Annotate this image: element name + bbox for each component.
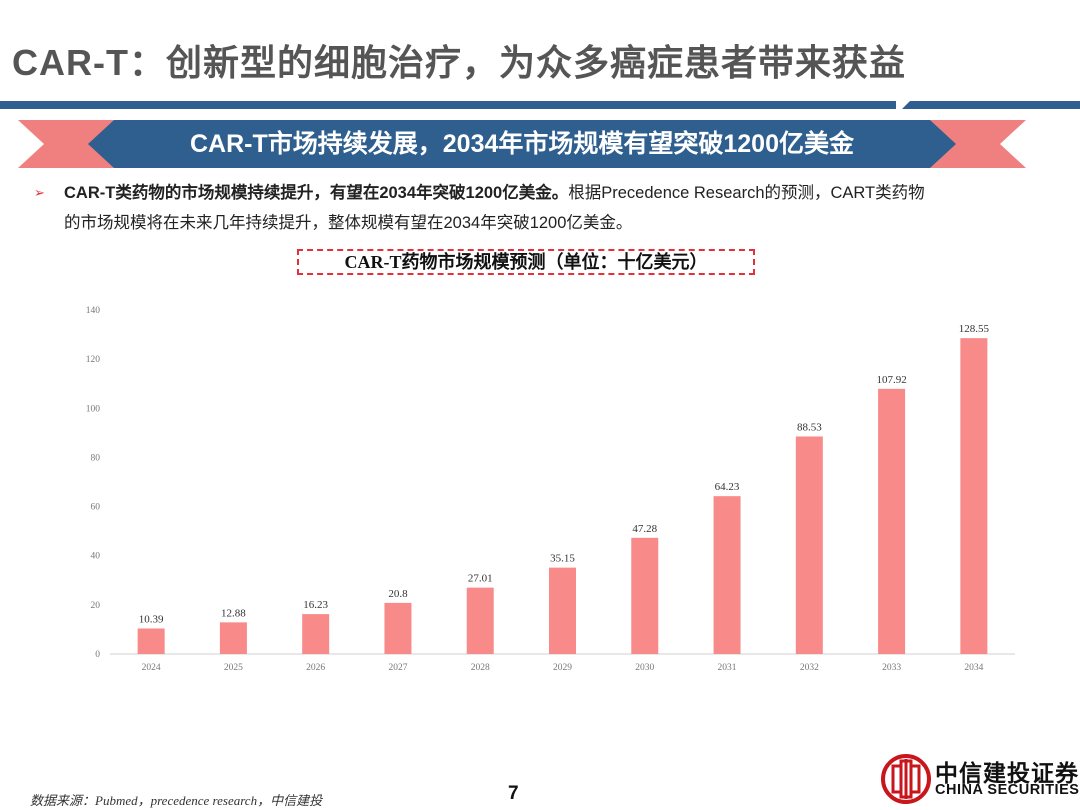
y-tick-label: 40 xyxy=(91,552,101,562)
data-label: 35.15 xyxy=(550,553,575,565)
data-label: 12.88 xyxy=(221,607,246,619)
bar xyxy=(466,587,494,654)
y-tick-label: 80 xyxy=(91,453,101,463)
data-label: 64.23 xyxy=(715,481,740,493)
data-label: 10.39 xyxy=(139,613,164,625)
citic-emblem-icon xyxy=(881,754,931,804)
bar xyxy=(795,436,823,654)
bar xyxy=(219,622,247,654)
banner-shape xyxy=(18,120,1026,168)
bullet-bold-text: CAR-T类药物的市场规模持续提升，有望在2034年突破1200亿美金。 xyxy=(64,184,569,202)
bullet-line-1: CAR-T类药物的市场规模持续提升，有望在2034年突破1200亿美金。根据Pr… xyxy=(64,178,925,208)
data-label: 47.28 xyxy=(632,523,657,535)
bullet-arrow-icon: ➢ xyxy=(34,185,45,200)
header-rule xyxy=(0,101,896,109)
page-number: 7 xyxy=(508,783,519,804)
bar-chart: 0 20 40 60 80 100 120 140 10.39 2024 12.88 2025 16.2… xyxy=(86,306,1015,673)
x-tick-label: 2024 xyxy=(142,663,161,673)
company-logo: 中信建投证券 CHINA SECURITIES xyxy=(880,750,1080,808)
banner-left-tip xyxy=(18,120,118,168)
data-label: 88.53 xyxy=(797,421,822,433)
bar xyxy=(631,537,659,654)
x-tick-label: 2031 xyxy=(718,663,737,673)
bar xyxy=(549,567,576,654)
data-label: 20.8 xyxy=(388,588,408,600)
logo-english: CHINA SECURITIES xyxy=(935,782,1080,798)
bar xyxy=(960,338,988,654)
x-tick-label: 2033 xyxy=(882,663,901,673)
chart-title: CAR-T药物市场规模预测（单位：十亿美元） xyxy=(297,249,755,275)
y-tick-label: 0 xyxy=(95,650,100,660)
bullet-normal-text: 根据Precedence Research的预测，CART类药物 xyxy=(568,184,925,202)
section-banner: CAR-T市场持续发展，2034年市场规模有望突破1200亿美金 xyxy=(18,120,1026,168)
x-tick-label: 2032 xyxy=(800,663,819,673)
bar xyxy=(384,602,412,654)
y-tick-label: 60 xyxy=(91,503,101,513)
x-tick-label: 2030 xyxy=(635,663,654,673)
data-label: 16.23 xyxy=(303,599,328,611)
banner-text: CAR-T市场持续发展，2034年市场规模有望突破1200亿美金 xyxy=(190,130,854,158)
y-tick-label: 100 xyxy=(86,404,101,414)
bar xyxy=(137,628,165,654)
bar xyxy=(713,496,741,654)
y-tick-label: 120 xyxy=(86,355,101,365)
x-tick-label: 2025 xyxy=(224,663,243,673)
y-tick-label: 20 xyxy=(91,601,101,611)
data-label: 27.01 xyxy=(468,573,493,585)
page-title: CAR-T：创新型的细胞治疗，为众多癌症患者带来获益 xyxy=(12,42,906,83)
bar xyxy=(878,388,906,654)
x-tick-label: 2029 xyxy=(553,663,572,673)
x-tick-label: 2026 xyxy=(306,663,325,673)
banner-right-tip xyxy=(926,120,1026,168)
x-tick-label: 2028 xyxy=(471,663,490,673)
y-tick-label: 140 xyxy=(86,306,101,316)
data-label: 128.55 xyxy=(959,323,990,335)
bullet-line-2: 的市场规模将在未来几年持续提升，整体规模有望在2034年突破1200亿美金。 xyxy=(64,214,633,232)
x-tick-label: 2027 xyxy=(388,663,407,673)
banner-body xyxy=(88,120,956,168)
data-label: 107.92 xyxy=(876,374,906,386)
logo-name: 中信建投证券 xyxy=(935,760,1079,786)
source-note: 数据来源：Pubmed，precedence research，中信建投 xyxy=(30,793,323,808)
x-tick-label: 2034 xyxy=(964,663,983,673)
header-rule-tail xyxy=(902,101,1080,109)
bar xyxy=(302,614,330,654)
